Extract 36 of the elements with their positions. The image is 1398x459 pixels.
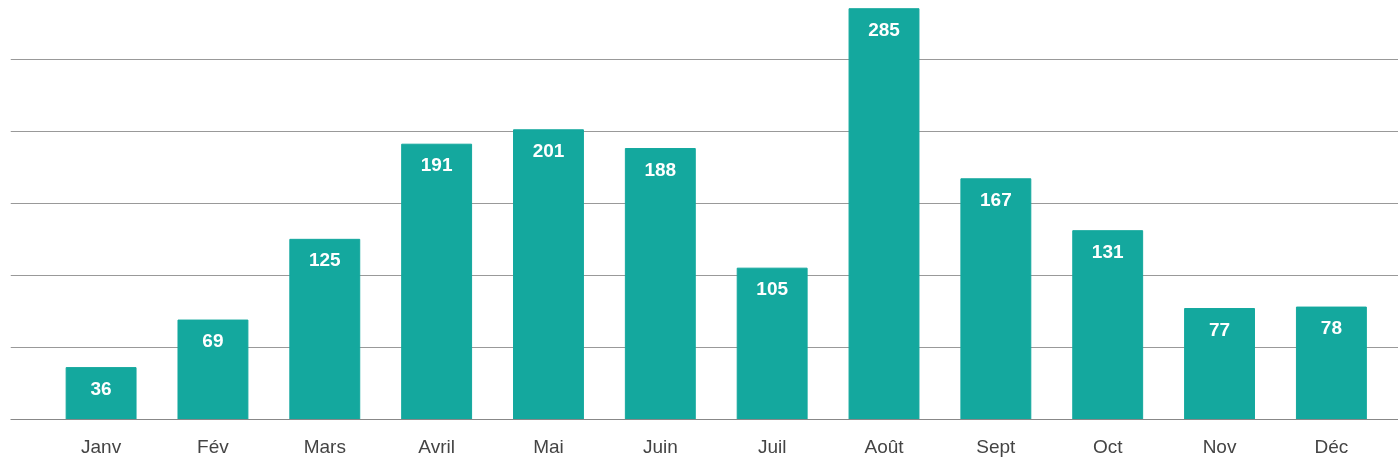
bar <box>624 148 696 420</box>
x-tick-label: Oct <box>1092 435 1124 457</box>
data-label: 191 <box>420 154 453 176</box>
x-tick-label: Déc <box>1314 435 1349 457</box>
bar <box>65 367 137 420</box>
bar <box>736 267 808 420</box>
x-tick-label: Janv <box>81 435 122 457</box>
x-tick-label: Sept <box>976 435 1017 457</box>
x-tick-label: Mars <box>303 435 346 457</box>
bar <box>177 319 249 420</box>
x-tick-label: Nov <box>1202 435 1237 457</box>
bar <box>848 8 920 420</box>
bar <box>1184 308 1255 420</box>
bar <box>1072 230 1144 420</box>
x-tick-label: Fév <box>197 435 230 457</box>
data-label: 285 <box>868 18 901 40</box>
x-tick-label: Juil <box>757 435 787 457</box>
bar <box>960 178 1032 420</box>
bar <box>513 129 584 420</box>
bar <box>401 143 473 420</box>
data-label: 131 <box>1091 240 1124 262</box>
bar <box>289 238 361 420</box>
x-tick-label: Avril <box>418 435 455 457</box>
bar <box>1295 306 1367 420</box>
x-tick-label: Août <box>864 435 905 457</box>
data-label: 188 <box>644 158 677 180</box>
x-tick-label: Mai <box>533 435 564 457</box>
data-label: 105 <box>756 278 789 300</box>
data-label: 77 <box>1208 318 1231 340</box>
data-label: 125 <box>308 249 342 271</box>
data-label: 36 <box>90 377 112 399</box>
data-label: 69 <box>202 330 224 352</box>
data-label: 167 <box>980 188 1012 210</box>
data-label: 201 <box>532 139 565 161</box>
data-label: 78 <box>1320 317 1342 339</box>
x-tick-label: Juin <box>642 435 678 457</box>
